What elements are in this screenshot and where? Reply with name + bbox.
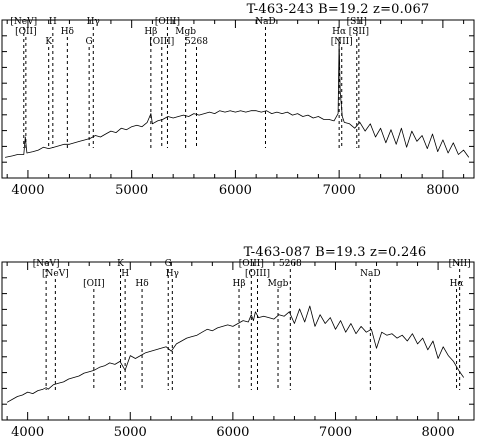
- line-label: [NII]: [449, 259, 471, 269]
- x-tick-label: 4000: [11, 183, 44, 198]
- line-label: NaD: [255, 17, 275, 27]
- line-label: H: [49, 17, 57, 27]
- spectrum-line: [5, 40, 470, 158]
- line-label: Mgb: [175, 27, 196, 37]
- tick-group: 4000 5000 6000 7000 8000: [2, 262, 474, 440]
- x-tick-label: 5000: [115, 183, 148, 198]
- marker-group: [NeV][NeV][OII]KHHδGHγHβ[OIII][OIII]Mgb5…: [33, 259, 471, 390]
- line-label: [OII]: [83, 279, 105, 289]
- line-label: Hβ: [232, 279, 245, 289]
- line-label: [OII]: [15, 27, 37, 37]
- line-label: G: [86, 37, 93, 47]
- spectrum-line: [6, 305, 465, 403]
- line-label: K: [117, 259, 124, 269]
- line-label: NaD: [360, 269, 380, 279]
- line-label: [NII]: [331, 37, 353, 47]
- line-label: [SII]: [347, 17, 367, 27]
- x-tick-label: 8000: [426, 183, 459, 198]
- panel-top: T-463-243 B=19.2 z=0.067 [NeV][OII] KH Hδ G…: [1, 2, 475, 198]
- plot-frame: [1, 19, 475, 179]
- x-tick-label: 7000: [323, 183, 356, 198]
- tick-group: 4000 5000 6000 7000 8000: [2, 20, 474, 198]
- line-label: Hγ: [87, 17, 100, 27]
- line-label: [OIII]: [155, 17, 180, 27]
- line-label: 5268: [185, 37, 208, 47]
- line-label: [NeV]: [33, 259, 60, 269]
- line-label: G: [165, 259, 172, 269]
- panel-title: T-463-087 B=19.3 z=0.246: [244, 245, 427, 260]
- line-label: [SII]: [349, 27, 369, 37]
- line-label: K: [45, 37, 52, 47]
- x-tick-label: 4000: [11, 425, 44, 440]
- line-label: [NeV]: [42, 269, 69, 279]
- panel-bottom: T-463-087 B=19.3 z=0.246 [NeV][NeV] [OII]…: [1, 245, 475, 440]
- line-label: [OIII]: [245, 269, 270, 279]
- x-tick-label: 6000: [219, 183, 252, 198]
- line-label: [NeV]: [10, 17, 37, 27]
- x-tick-label: 6000: [216, 425, 249, 440]
- line-label: Hα: [450, 279, 464, 289]
- line-label: 5268: [279, 259, 302, 269]
- line-label: Hδ: [135, 279, 148, 289]
- x-tick-label: 5000: [114, 425, 147, 440]
- line-label: [OIII]: [239, 259, 264, 269]
- x-tick-label: 8000: [422, 425, 455, 440]
- line-label: [OIII]: [149, 37, 174, 47]
- line-label: Hγ: [166, 269, 179, 279]
- line-label: H: [121, 269, 129, 279]
- line-label: Hδ: [61, 27, 74, 37]
- line-label: Mgb: [268, 279, 289, 289]
- x-tick-label: 7000: [319, 425, 352, 440]
- line-label: Hα: [332, 27, 346, 37]
- line-label: Hβ: [144, 27, 157, 37]
- panel-title: T-463-243 B=19.2 z=0.067: [247, 2, 430, 17]
